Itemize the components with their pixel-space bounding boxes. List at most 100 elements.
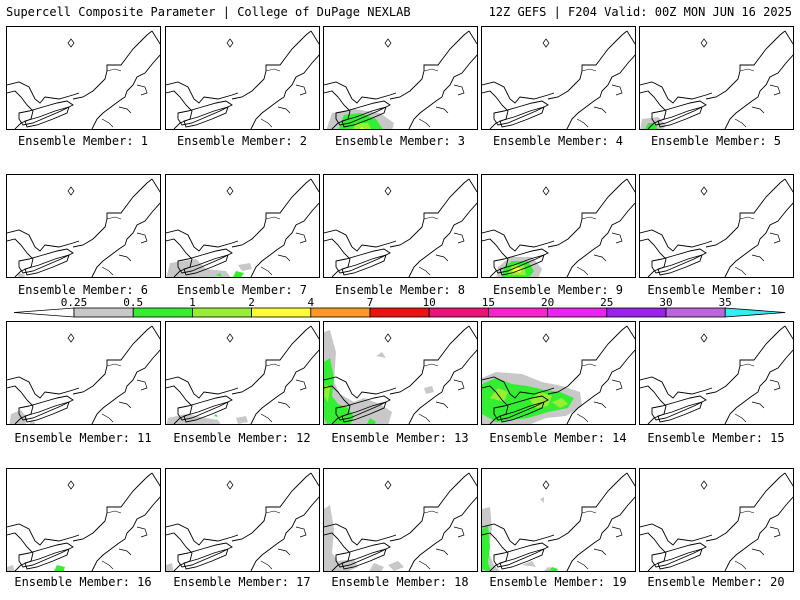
scp-shading — [522, 561, 536, 567]
colorbar-segment — [487, 307, 548, 318]
member-label: Ensemble Member: 18 — [331, 575, 469, 589]
scp-shading — [482, 378, 574, 422]
scp-shading — [238, 263, 252, 271]
scp-shading — [424, 386, 434, 394]
member-label: Ensemble Member: 1 — [17, 134, 149, 148]
member-label: Ensemble Member: 16 — [14, 575, 152, 589]
colorbar-tick-label: 10 — [423, 296, 436, 309]
colorbar-tick-label: 30 — [659, 296, 672, 309]
scp-shading — [367, 418, 376, 424]
colorbar-over-arrow — [724, 307, 786, 318]
scp-shading — [540, 497, 544, 503]
colorbar-segment — [191, 307, 252, 318]
colorbar-segment — [73, 307, 134, 318]
scp-shading — [166, 563, 174, 571]
scp-shading — [324, 505, 358, 571]
colorbar-segment — [665, 307, 726, 318]
colorbar-tick-label: 35 — [719, 296, 732, 309]
scp-shading — [490, 388, 508, 402]
map-canvas — [166, 30, 319, 129]
scp-shading — [54, 565, 65, 571]
header-run-info: 12Z GEFS | F204 Valid: 00Z MON JUN 16 20… — [488, 5, 792, 19]
member-label: Ensemble Member: 8 — [334, 283, 466, 297]
scp-shading — [369, 563, 384, 571]
ensemble-member-map — [639, 321, 794, 425]
map-canvas — [7, 178, 160, 277]
ensemble-member-map — [165, 321, 320, 425]
ensemble-member-map — [6, 468, 161, 572]
ensemble-member-map — [165, 174, 320, 278]
colorbar-tick-label: 1 — [189, 296, 196, 309]
ensemble-member-map — [323, 174, 478, 278]
ensemble-member-map — [165, 468, 320, 572]
ensemble-member-map — [481, 26, 636, 130]
map-canvas — [482, 472, 635, 571]
map-canvas — [7, 472, 160, 571]
color-scale-legend: 0.25 0.5 1 2 4 7 10 15 20 25 30 35 — [13, 296, 786, 318]
colorbar-tick-label: 25 — [600, 296, 613, 309]
scp-shading — [549, 567, 558, 571]
scp-shading — [552, 398, 568, 408]
scp-shading — [338, 113, 383, 129]
member-label: Ensemble Member: 15 — [647, 431, 785, 445]
ensemble-member-map — [481, 321, 636, 425]
member-label: Ensemble Member: 10 — [647, 283, 785, 297]
scp-shading — [236, 416, 248, 424]
member-label: Ensemble Member: 17 — [173, 575, 311, 589]
colorbar-tick-label: 4 — [307, 296, 314, 309]
colorbar-segment — [606, 307, 667, 318]
map-canvas — [482, 178, 635, 277]
scp-shading — [17, 273, 25, 277]
scp-shading — [7, 565, 15, 571]
member-label: Ensemble Member: 14 — [489, 431, 627, 445]
member-label: Ensemble Member: 11 — [14, 431, 152, 445]
map-canvas — [324, 178, 477, 277]
scp-shading — [214, 414, 218, 417]
colorbar-under-arrow — [13, 307, 75, 318]
map-canvas — [166, 178, 319, 277]
header-title: Supercell Composite Parameter | College … — [6, 5, 411, 19]
member-label: Ensemble Member: 6 — [17, 283, 149, 297]
scp-shading — [324, 330, 392, 424]
member-label: Ensemble Member: 3 — [334, 134, 466, 148]
ensemble-member-map — [481, 174, 636, 278]
member-label: Ensemble Member: 19 — [489, 575, 627, 589]
ensemble-member-map — [639, 26, 794, 130]
ensemble-member-map — [481, 468, 636, 572]
colorbar-segment — [310, 307, 371, 318]
scp-shading — [324, 358, 354, 424]
member-label: Ensemble Member: 7 — [176, 283, 308, 297]
ensemble-member-map — [639, 174, 794, 278]
colorbar-tick-label: 2 — [248, 296, 255, 309]
map-canvas — [640, 325, 793, 424]
colorbar-segment — [428, 307, 489, 318]
colorbar-segment — [369, 307, 430, 318]
colorbar-segment — [547, 307, 608, 318]
ensemble-member-map — [323, 468, 478, 572]
scp-shading — [376, 352, 386, 358]
ensemble-member-map — [639, 468, 794, 572]
ensemble-member-map — [6, 174, 161, 278]
ensemble-member-map — [165, 26, 320, 130]
colorbar-segment — [251, 307, 312, 318]
colorbar-tick-label: 7 — [367, 296, 374, 309]
scp-shading — [482, 525, 492, 571]
scp-shading — [388, 561, 404, 571]
colorbar-tick-label: 20 — [541, 296, 554, 309]
member-label: Ensemble Member: 2 — [176, 134, 308, 148]
map-canvas — [7, 325, 160, 424]
scp-shading — [233, 271, 244, 277]
member-label: Ensemble Member: 12 — [173, 431, 311, 445]
map-canvas — [640, 472, 793, 571]
map-canvas — [640, 178, 793, 277]
ensemble-member-map — [323, 321, 478, 425]
colorbar-tick-label: 0.25 — [61, 296, 88, 309]
scp-shading — [360, 127, 364, 129]
map-canvas — [324, 472, 477, 571]
map-canvas — [324, 30, 477, 129]
map-canvas — [482, 325, 635, 424]
ensemble-member-map — [6, 26, 161, 130]
ensemble-member-map — [6, 321, 161, 425]
map-canvas — [640, 30, 793, 129]
colorbar-tick-label: 0.5 — [123, 296, 143, 309]
